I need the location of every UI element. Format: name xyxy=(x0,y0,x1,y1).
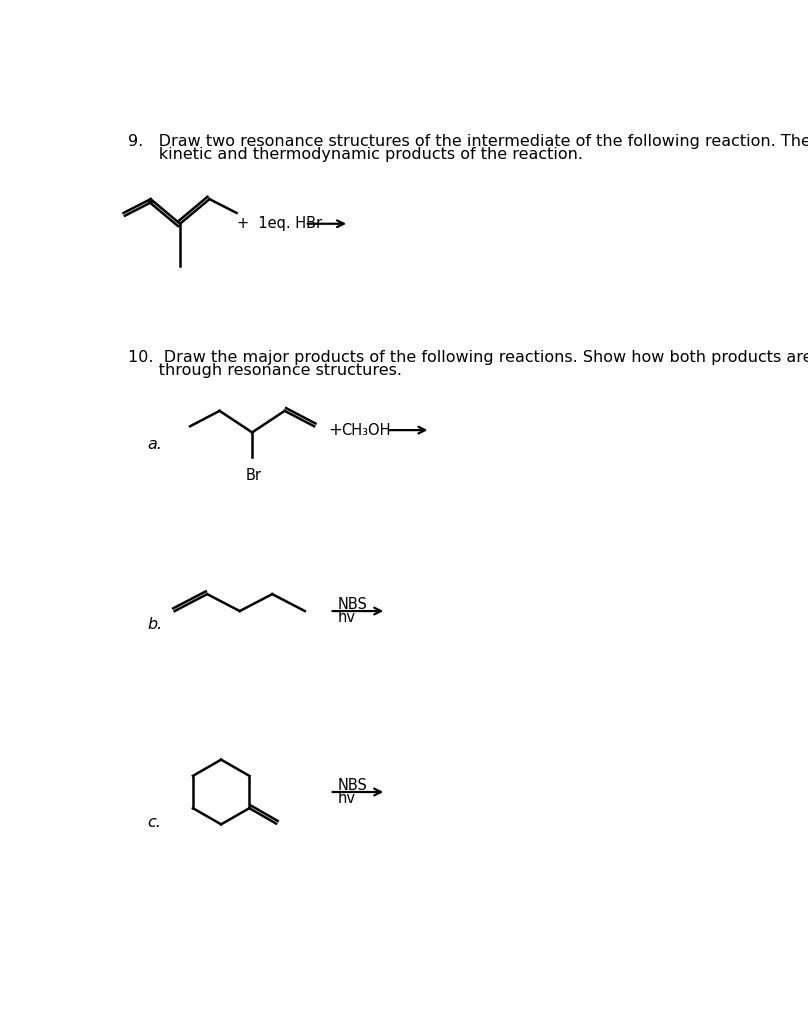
Text: a.: a. xyxy=(148,437,162,452)
Text: 10.  Draw the major products of the following reactions. Show how both products : 10. Draw the major products of the follo… xyxy=(128,350,808,365)
Text: through resonance structures.: through resonance structures. xyxy=(128,364,402,378)
Text: Br: Br xyxy=(246,468,262,483)
Text: b.: b. xyxy=(148,617,162,632)
Text: hv: hv xyxy=(338,791,356,806)
Text: +  1eq. HBr: + 1eq. HBr xyxy=(237,216,322,231)
Text: 9.   Draw two resonance structures of the intermediate of the following reaction: 9. Draw two resonance structures of the … xyxy=(128,134,808,148)
Text: c.: c. xyxy=(148,815,162,830)
Text: hv: hv xyxy=(338,609,356,625)
Text: +: + xyxy=(328,421,342,439)
Text: CH₃OH: CH₃OH xyxy=(341,423,391,437)
Text: kinetic and thermodynamic products of the reaction.: kinetic and thermodynamic products of th… xyxy=(128,146,583,162)
Text: NBS: NBS xyxy=(338,597,368,612)
Text: NBS: NBS xyxy=(338,778,368,794)
